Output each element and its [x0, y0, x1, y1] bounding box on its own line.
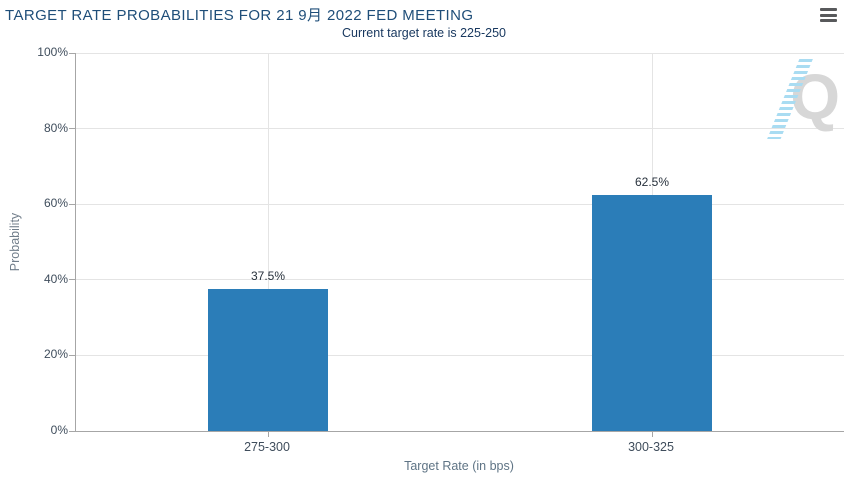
chart-title: TARGET RATE PROBABILITIES FOR 21 9月 2022… — [5, 7, 474, 24]
y-axis-tick-label: 20% — [43, 347, 68, 362]
y-axis-tick — [69, 354, 76, 356]
y-axis-tick-label: 80% — [43, 120, 68, 135]
menu-bar — [820, 8, 837, 11]
probability-bar[interactable] — [208, 289, 328, 431]
plot-area: Q 37.5% 62.5% — [69, 52, 844, 437]
y-axis-tick-label: 100% — [37, 45, 68, 59]
y-axis-tick — [69, 128, 76, 130]
watermark-dashes-icon — [767, 59, 813, 139]
y-axis-tick — [69, 430, 76, 432]
gridline-horizontal — [76, 354, 844, 356]
menu-bar — [820, 13, 837, 17]
x-axis-tick-label: 275-300 — [244, 440, 290, 454]
y-axis-tick-label: 60% — [43, 196, 68, 211]
probability-bar[interactable] — [592, 194, 712, 431]
x-axis-tick — [267, 431, 269, 437]
gridline-horizontal — [76, 203, 844, 205]
y-axis-tick-label: 0% — [50, 423, 68, 437]
y-axis-title: Probability — [8, 212, 22, 272]
bar-value-label: 37.5% — [250, 269, 286, 284]
gridline-horizontal — [76, 52, 844, 54]
hamburger-menu-icon[interactable] — [820, 8, 838, 24]
menu-bar — [820, 19, 837, 22]
y-axis-tick — [69, 279, 76, 281]
gridline-horizontal — [76, 128, 844, 130]
gridline-vertical — [267, 53, 269, 431]
x-axis-tick-label: 300-325 — [628, 440, 674, 454]
bar-value-label: 62.5% — [634, 174, 670, 189]
chart-subtitle: Current target rate is 225-250 — [342, 26, 506, 40]
quikstrike-watermark: Q — [764, 57, 840, 143]
y-axis-tick — [69, 52, 76, 54]
x-axis-title: Target Rate (in bps) — [404, 459, 514, 473]
y-axis-tick — [69, 203, 76, 205]
quikstrike-q-icon: Q — [790, 61, 840, 133]
x-axis-tick — [651, 431, 653, 437]
y-axis-tick-label: 40% — [43, 271, 68, 286]
gridline-horizontal — [76, 279, 844, 281]
